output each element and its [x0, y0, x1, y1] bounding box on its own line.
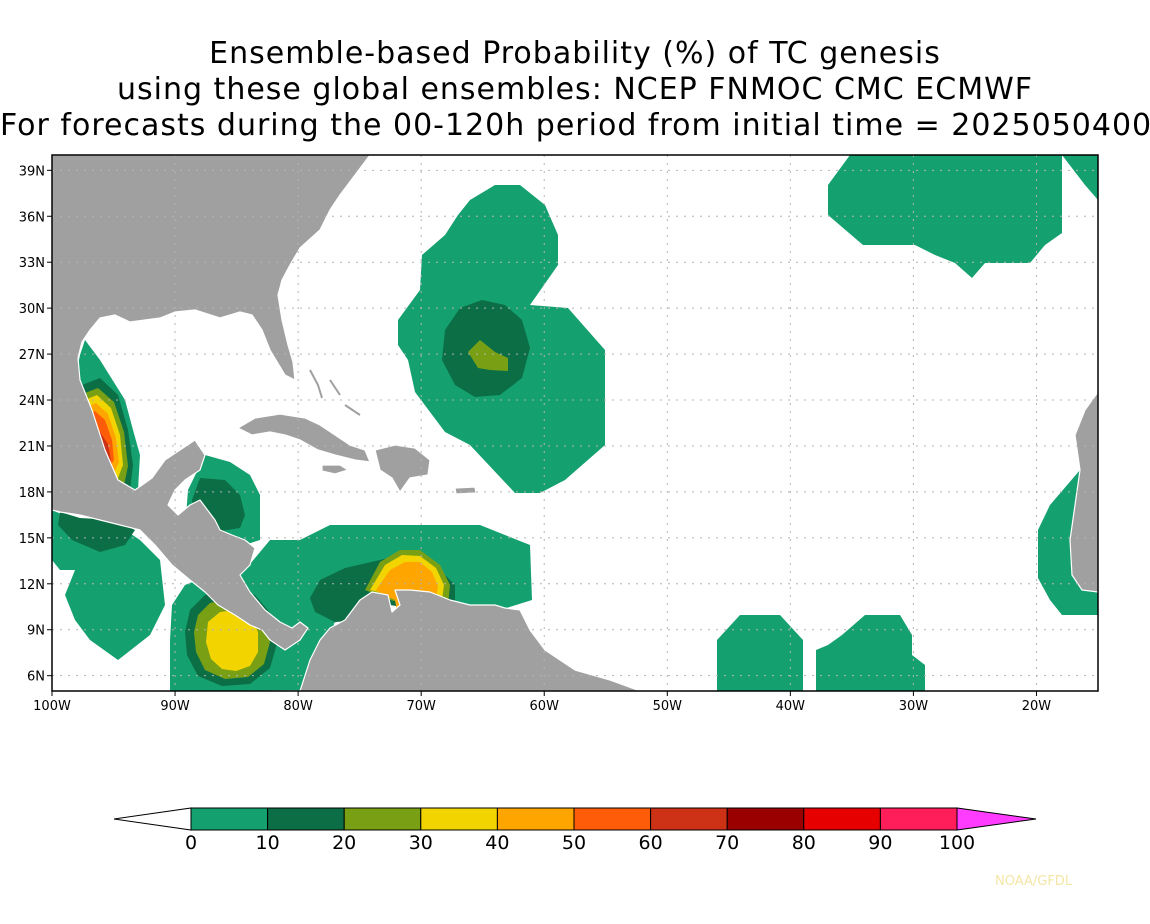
map-area — [52, 155, 1098, 691]
colorbar-swatch — [496, 807, 575, 831]
graticule — [52, 155, 1098, 691]
longitude-axis: 100W 90W 80W 70W 60W 50W 40W 30W 20W — [33, 691, 1051, 714]
lon-tick-label: 80W — [283, 699, 313, 714]
prob-region-ne-atlantic-10 — [828, 155, 1062, 278]
lat-tick-label: 21N — [19, 440, 45, 455]
credit-label: NOAA/GFDL — [995, 874, 1073, 889]
colorbar-label: 10 — [256, 832, 280, 854]
latitude-axis: 6N 9N 12N 15N 18N 21N 24N 27N 30N 33N 36N 39N — [19, 164, 52, 685]
jamaica — [321, 464, 349, 475]
prob-region-pacific-10 — [52, 510, 165, 660]
lon-tick-label: 100W — [33, 699, 71, 714]
colorbar-swatch — [343, 807, 422, 831]
puerto-rico — [454, 486, 477, 495]
colorbar-label: 20 — [332, 832, 356, 854]
colorbar-over-triangle — [956, 807, 1037, 831]
lon-tick-label: 30W — [899, 699, 929, 714]
lat-tick-label: 18N — [19, 486, 45, 501]
lon-tick-label: 40W — [776, 699, 806, 714]
colorbar-label: 90 — [868, 832, 892, 854]
colorbar-swatch — [190, 807, 269, 831]
colorbar-swatch — [573, 807, 652, 831]
title-line-3: For forecasts during the 00-120h period … — [0, 108, 1150, 143]
title-line-2: using these global ensembles: NCEP FNMOC… — [116, 72, 1033, 107]
lon-tick-label: 20W — [1022, 699, 1052, 714]
colorbar-label: 40 — [485, 832, 509, 854]
colorbar-label: 100 — [939, 832, 975, 854]
lat-tick-label: 15N — [19, 532, 45, 547]
south-america — [299, 589, 641, 691]
colorbar-label: 80 — [792, 832, 816, 854]
colorbar-label: 50 — [562, 832, 586, 854]
title-line-1: Ensemble-based Probability (%) of TC gen… — [209, 36, 941, 71]
colorbar-swatch — [879, 807, 958, 831]
prob-region-ca-40 — [206, 610, 258, 671]
hispaniola — [374, 444, 431, 493]
lat-tick-label: 36N — [19, 210, 45, 225]
colorbar-label: 30 — [409, 832, 433, 854]
colorbar-swatch — [420, 807, 498, 831]
lat-tick-label: 27N — [19, 348, 45, 363]
colorbar-swatch — [803, 807, 881, 831]
colorbar-label: 0 — [185, 832, 197, 854]
colorbar-under-triangle — [113, 807, 192, 831]
lat-tick-label: 12N — [19, 578, 45, 593]
lon-tick-label: 90W — [160, 699, 190, 714]
prob-region-ne-atlantic-10b — [1062, 155, 1098, 200]
colorbar-label: 60 — [639, 832, 663, 854]
lat-tick-label: 6N — [27, 670, 45, 685]
colorbar-swatch — [726, 807, 805, 831]
prob-region-atlantic-30 — [468, 340, 508, 371]
colorbar-swatch — [267, 807, 345, 831]
bahamas — [309, 369, 361, 416]
lon-tick-label: 50W — [653, 699, 683, 714]
colorbar: 0 10 20 30 40 50 60 70 80 90 100 — [113, 807, 1037, 854]
lat-tick-label: 9N — [27, 624, 45, 639]
colorbar-swatch — [650, 807, 728, 831]
colorbar-label: 70 — [715, 832, 739, 854]
north-america-land — [52, 155, 371, 651]
lon-tick-label: 70W — [406, 699, 436, 714]
cuba — [237, 413, 371, 463]
land — [52, 155, 1098, 691]
lat-tick-label: 24N — [19, 394, 45, 409]
map-frame — [51, 154, 1099, 692]
prob-region-e-atlantic-1 — [717, 615, 803, 691]
lat-tick-label: 33N — [19, 256, 45, 271]
prob-region-e-atlantic-2 — [816, 615, 925, 691]
lon-tick-label: 60W — [530, 699, 560, 714]
lat-tick-label: 39N — [19, 164, 45, 179]
lat-tick-label: 30N — [19, 302, 45, 317]
